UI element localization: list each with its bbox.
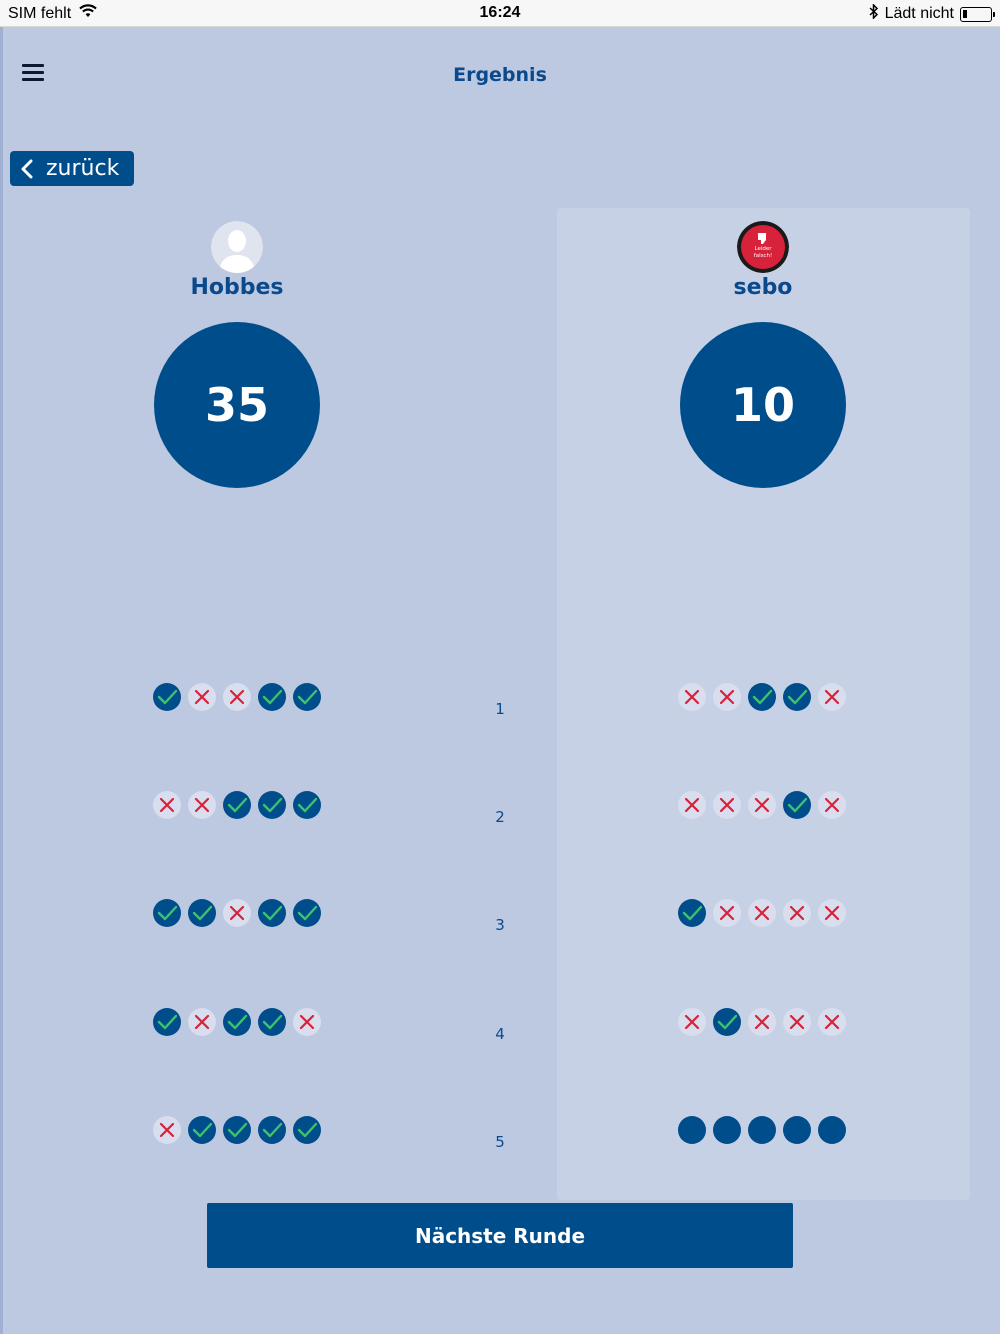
cross-icon <box>713 683 741 711</box>
next-round-button[interactable]: Nächste Runde <box>207 1203 793 1268</box>
avatar-text-line-1: Leider <box>754 246 772 252</box>
cross-icon <box>188 683 216 711</box>
cross-icon <box>748 791 776 819</box>
round-row <box>153 683 321 711</box>
round-number: 2 <box>495 808 505 826</box>
cross-icon <box>293 1008 321 1036</box>
back-button[interactable]: zurück <box>10 151 134 186</box>
cross-icon <box>713 791 741 819</box>
check-icon <box>153 683 181 711</box>
round-number: 5 <box>495 1133 505 1151</box>
cross-icon <box>818 899 846 927</box>
thumbs-down-badge-icon: Leider falsch! <box>737 221 789 273</box>
player-name: sebo <box>733 275 793 300</box>
cross-icon <box>153 791 181 819</box>
check-icon <box>783 791 811 819</box>
status-time: 16:24 <box>479 4 521 21</box>
cross-icon <box>678 683 706 711</box>
player-sebo: Leider falsch! sebo <box>613 221 913 300</box>
cross-icon <box>223 683 251 711</box>
round-row <box>678 1116 846 1144</box>
round-row <box>153 1116 321 1144</box>
cross-icon <box>783 1008 811 1036</box>
check-icon <box>293 683 321 711</box>
cross-icon <box>188 1008 216 1036</box>
chevron-left-icon <box>10 159 44 179</box>
pending-dot <box>748 1116 776 1144</box>
check-icon <box>153 899 181 927</box>
cross-icon <box>748 1008 776 1036</box>
pending-dot <box>678 1116 706 1144</box>
check-icon <box>153 1008 181 1036</box>
cross-icon <box>153 1116 181 1144</box>
check-icon <box>258 899 286 927</box>
check-icon <box>258 1008 286 1036</box>
battery-icon <box>960 6 995 22</box>
carrier-label: SIM fehlt <box>8 4 72 22</box>
pending-dot <box>818 1116 846 1144</box>
check-icon <box>293 791 321 819</box>
check-icon <box>223 1116 251 1144</box>
default-user-icon <box>211 221 263 273</box>
left-edge-divider <box>0 27 3 1334</box>
cross-icon <box>713 899 741 927</box>
bluetooth-icon <box>869 3 879 24</box>
hamburger-menu-icon[interactable] <box>22 64 44 84</box>
round-row <box>678 1008 846 1036</box>
wifi-icon <box>79 4 97 23</box>
check-icon <box>188 1116 216 1144</box>
round-row <box>153 791 321 819</box>
cross-icon <box>818 791 846 819</box>
cross-icon <box>783 899 811 927</box>
round-number: 1 <box>495 700 505 718</box>
player-hobbes: Hobbes <box>87 221 387 300</box>
status-right: Lädt nicht <box>869 3 995 24</box>
status-left: SIM fehlt <box>8 4 97 23</box>
check-icon <box>258 683 286 711</box>
cross-icon <box>818 683 846 711</box>
check-icon <box>223 791 251 819</box>
status-bar: SIM fehlt 16:24 Lädt nicht <box>0 0 1000 27</box>
cross-icon <box>748 899 776 927</box>
check-icon <box>678 899 706 927</box>
pending-dot <box>713 1116 741 1144</box>
check-icon <box>258 1116 286 1144</box>
player-name: Hobbes <box>190 275 284 300</box>
round-number: 4 <box>495 1025 505 1043</box>
round-row <box>153 1008 321 1036</box>
avatar-text-line-2: falsch! <box>754 253 772 259</box>
round-row <box>678 791 846 819</box>
cross-icon <box>678 1008 706 1036</box>
back-button-label: zurück <box>46 156 120 181</box>
player-score: 35 <box>154 322 320 488</box>
cross-icon <box>678 791 706 819</box>
check-icon <box>748 683 776 711</box>
round-number: 3 <box>495 916 505 934</box>
cross-icon <box>188 791 216 819</box>
check-icon <box>258 791 286 819</box>
check-icon <box>783 683 811 711</box>
check-icon <box>713 1008 741 1036</box>
cross-icon <box>223 899 251 927</box>
pending-dot <box>783 1116 811 1144</box>
check-icon <box>293 899 321 927</box>
player-score: 10 <box>680 322 846 488</box>
charging-label: Lädt nicht <box>884 5 954 22</box>
check-icon <box>188 899 216 927</box>
check-icon <box>293 1116 321 1144</box>
round-row <box>678 899 846 927</box>
page-title: Ergebnis <box>453 64 547 86</box>
round-row <box>153 899 321 927</box>
round-row <box>678 683 846 711</box>
cross-icon <box>818 1008 846 1036</box>
check-icon <box>223 1008 251 1036</box>
